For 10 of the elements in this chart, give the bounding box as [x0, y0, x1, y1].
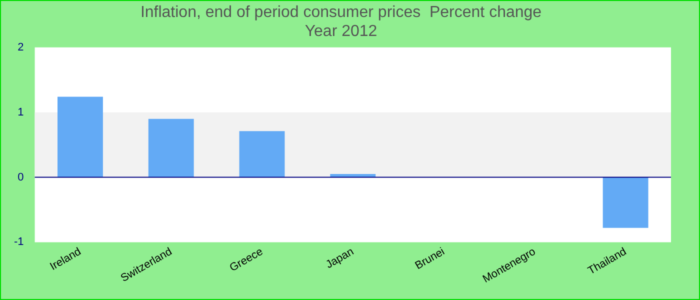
bar: [239, 131, 285, 178]
bar: [148, 118, 194, 178]
chart-title: Inflation, end of period consumer prices Percent change: [140, 4, 542, 22]
y-tick-label: 1: [18, 106, 24, 118]
y-tick-label: 2: [18, 41, 24, 54]
y-tick-label: 0: [18, 171, 24, 184]
bar: [602, 177, 648, 228]
bar: [58, 96, 103, 178]
chart-subtitle: Year 2012: [304, 23, 378, 40]
y-tick-label: -1: [14, 236, 24, 248]
